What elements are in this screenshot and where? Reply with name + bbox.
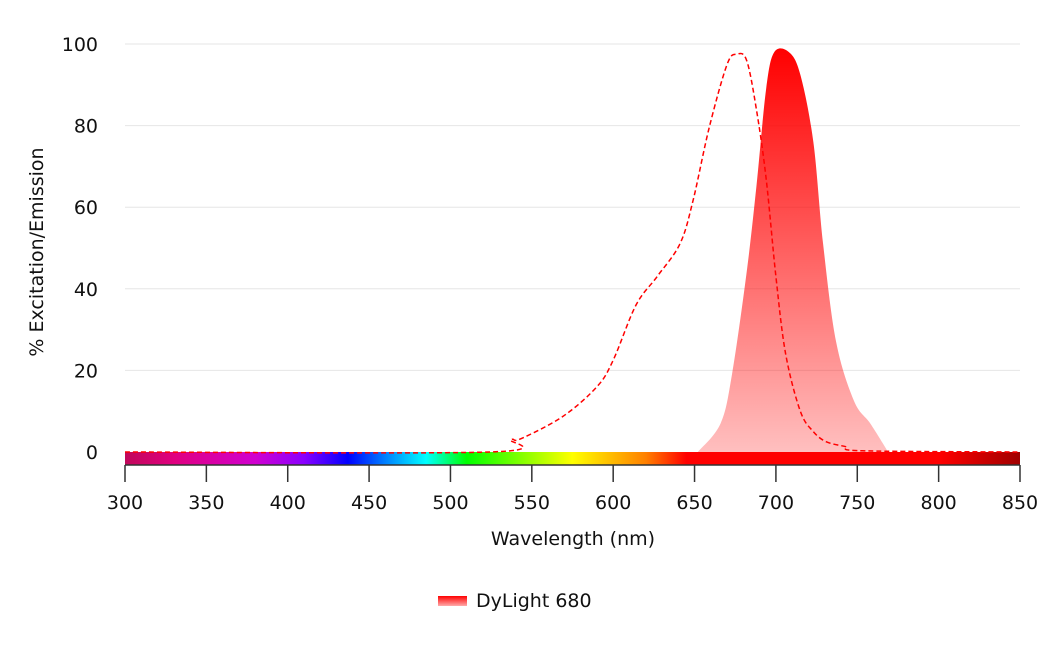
x-tick-label: 400 bbox=[270, 492, 306, 514]
x-tick-label: 300 bbox=[107, 492, 143, 514]
legend-swatch bbox=[438, 596, 467, 606]
x-tick-label: 800 bbox=[921, 492, 957, 514]
x-axis-label: Wavelength (nm) bbox=[491, 528, 655, 550]
legend-label: DyLight 680 bbox=[476, 590, 592, 612]
y-axis-label: % Excitation/Emission bbox=[26, 147, 48, 356]
x-tick-label: 750 bbox=[839, 492, 875, 514]
y-tick-label: 80 bbox=[74, 116, 98, 138]
y-tick-label: 100 bbox=[62, 34, 98, 56]
grid-lines bbox=[125, 43, 1020, 371]
legend-item[interactable]: DyLight 680 bbox=[438, 590, 592, 612]
emission-area bbox=[697, 48, 889, 452]
y-tick-label: 60 bbox=[74, 197, 98, 219]
spectrum-bar bbox=[125, 452, 1020, 465]
x-tick-label: 500 bbox=[432, 492, 468, 514]
y-tick-label: 0 bbox=[86, 442, 98, 464]
x-tick-label: 350 bbox=[188, 492, 224, 514]
x-tick-label: 650 bbox=[676, 492, 712, 514]
x-tick-label: 700 bbox=[758, 492, 794, 514]
x-axis: 300 350 400 450 500 550 600 650 700 750 800 850 bbox=[107, 464, 1038, 514]
x-tick-label: 850 bbox=[1002, 492, 1038, 514]
y-tick-label: 40 bbox=[74, 279, 98, 301]
y-axis: 0 20 40 60 80 100 bbox=[62, 34, 98, 464]
excitation-line bbox=[124, 52, 1021, 454]
x-tick-label: 600 bbox=[595, 492, 631, 514]
x-tick-label: 450 bbox=[351, 492, 387, 514]
y-tick-label: 20 bbox=[74, 360, 98, 382]
x-tick-label: 550 bbox=[514, 492, 550, 514]
